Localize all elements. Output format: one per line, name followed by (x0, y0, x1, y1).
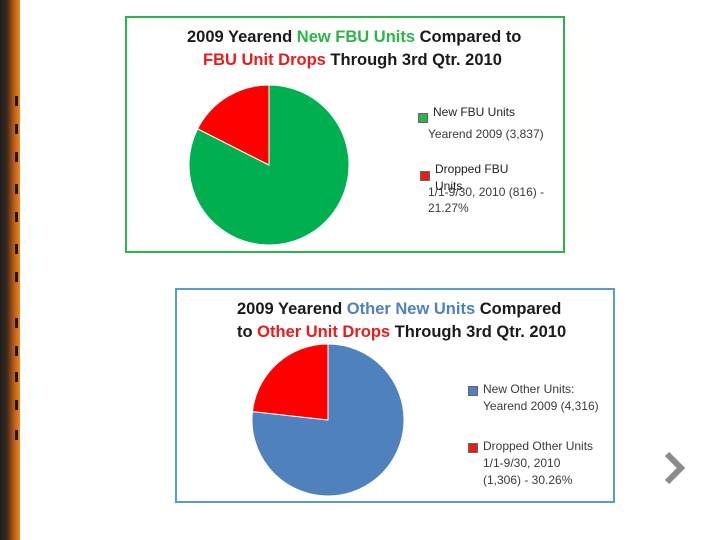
strip-tick (15, 124, 18, 134)
other-chart-title-line1: 2009 Yearend Other New Units Compared (237, 298, 561, 320)
title-segment: Other Unit Drops (257, 323, 391, 341)
legend-text-new-other-line2: Yearend 2009 (4,316) (483, 399, 599, 413)
legend-swatch-new-fbu (418, 113, 428, 123)
title-segment: Through 3rd Qtr. 2010 (390, 323, 567, 341)
legend-swatch-dropped-other (468, 443, 478, 453)
legend-text-dropped-other-line2: 1/1-9/30, 2010 (483, 456, 561, 470)
strip-tick (15, 244, 18, 254)
fbu-pie-chart (188, 84, 350, 246)
fbu-chart-title-line1: 2009 Yearend New FBU Units Compared to (187, 26, 521, 48)
fbu-chart-title-line2: FBU Unit Drops Through 3rd Qtr. 2010 (203, 49, 502, 71)
strip-tick (15, 318, 18, 328)
chevron-right-icon[interactable] (663, 450, 689, 486)
strip-tick (15, 272, 18, 282)
legend-swatch-dropped-fbu (420, 171, 430, 181)
legend-overlay-new-fbu: New FBU Units (433, 105, 516, 119)
title-segment: Compared (475, 300, 562, 318)
pie-slice-new-other-units (251, 343, 405, 497)
legend-text-dropped-other-line3: (1,306) - 30.26% (483, 473, 573, 487)
title-segment: Other New Units (346, 300, 476, 318)
strip-tick (15, 372, 18, 382)
other-units-chart-panel: 2009 Yearend Other New Units Compared to… (175, 288, 615, 503)
legend-overlay-dropped-fbu-line2: Units (435, 179, 463, 193)
legend-text-dropped-fbu-line2: 21.27% (428, 201, 469, 215)
left-decorative-strip (0, 0, 20, 540)
title-segment: 2009 Yearend (237, 300, 347, 318)
title-segment: Through 3rd Qtr. 2010 (325, 51, 502, 69)
title-segment: to (237, 323, 258, 341)
other-chart-title-line2: to Other Unit Drops Through 3rd Qtr. 201… (237, 321, 566, 343)
title-segment: Compared to (415, 28, 522, 46)
strip-tick (15, 96, 18, 106)
pie-slice-dropped-fbu-units (196, 84, 270, 166)
strip-tick (15, 212, 18, 222)
fbu-chart-panel: 2009 Yearend New FBU Units Compared to F… (125, 16, 565, 253)
legend-text-new-other-line1: New Other Units: (483, 382, 575, 396)
legend-swatch-new-other (468, 386, 478, 396)
strip-tick (15, 400, 18, 410)
other-units-pie-chart (251, 343, 405, 497)
strip-tick (15, 152, 18, 162)
legend-text-new-fbu: Yearend 2009 (3,837) (428, 127, 544, 141)
title-segment: New FBU Units (296, 28, 416, 46)
title-segment: FBU Unit Drops (203, 51, 326, 69)
strip-tick (15, 184, 18, 194)
strip-tick (15, 430, 18, 440)
legend-text-dropped-fbu-line1: 1/1-9/30, 2010 (816) - (428, 185, 545, 199)
strip-tick (15, 346, 18, 356)
legend-overlay-dropped-fbu-line1: Dropped FBU (435, 162, 509, 176)
pie-slice-dropped-other-units (251, 343, 329, 421)
legend-text-dropped-other-line1: Dropped Other Units (483, 439, 594, 453)
title-segment: 2009 Yearend (187, 28, 297, 46)
